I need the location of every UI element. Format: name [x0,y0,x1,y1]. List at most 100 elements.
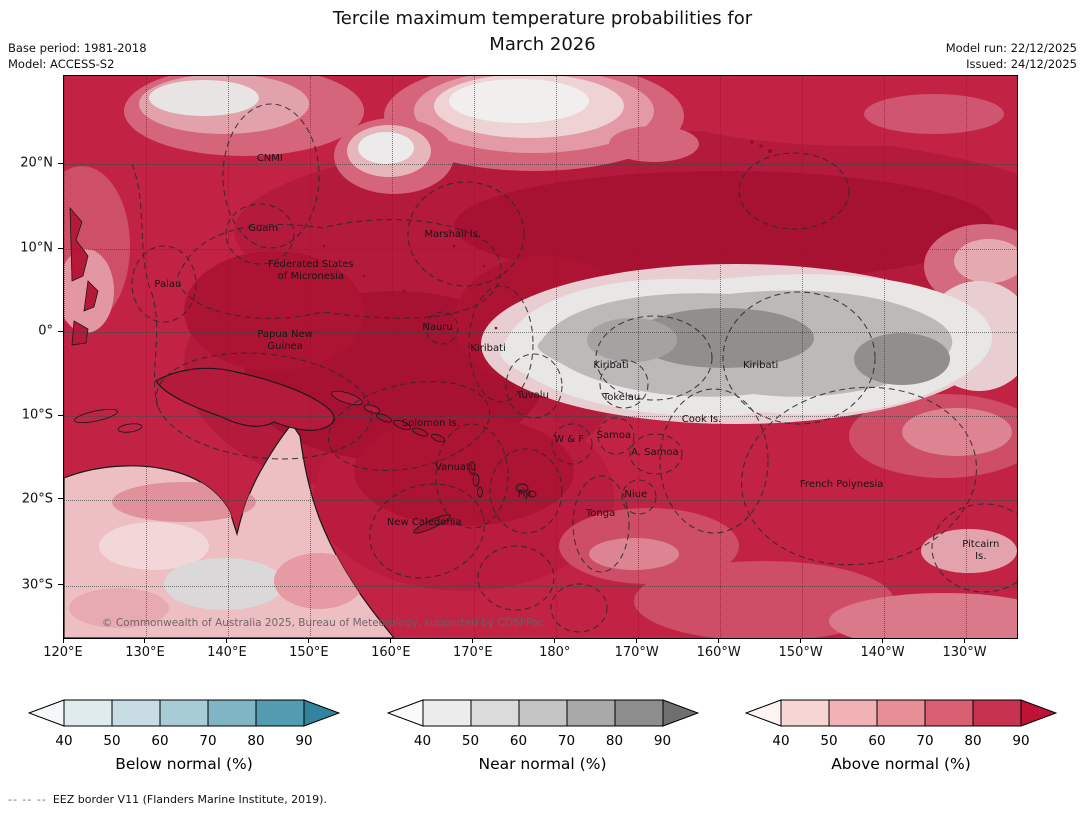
gridline-vertical [227,76,229,638]
legend-near-normal: 40 50 60 70 80 90 Near normal (%) [386,699,699,773]
legend-below-normal: 40 50 60 70 80 90 Below normal (%) [27,699,341,773]
legend-tick-row: 40 50 60 70 80 90 [745,733,1057,753]
map-label-vanuatu: Vanuatu [435,461,477,473]
page-title-line1: Tercile maximum temperature probabilitie… [332,8,753,29]
legend-tick-label: 40 [413,733,432,749]
gridline-vertical [64,76,65,638]
map-label-marshall-is-: Marshall Is. [424,229,482,241]
legend-segment [876,699,926,727]
lon-tick-mark [144,638,146,643]
gridline-vertical [473,76,475,638]
lat-tick-label: 0° [38,323,53,339]
map-label-a-samoa: A. Samoa [631,447,679,459]
map-label-tokelau: Tokelau [602,392,641,404]
model-info-right: Model run: 22/12/2025 Issued: 24/12/2025 [946,41,1077,72]
legend-tick-label: 60 [868,733,886,749]
gridline-vertical [965,76,967,638]
lon-tick-label: 130°E [125,645,165,660]
lon-tick-label: 140°W [860,645,905,660]
page-title: Tercile maximum temperature probabilitie… [0,6,1085,58]
map-overlay: CNMI Guam Marshall Is. Federated States of … [64,76,1017,638]
small-atolls [322,140,772,330]
legend-tick-label: 70 [199,733,217,749]
gridline-horizontal [64,585,1017,587]
model-info-left: Base period: 1981-2018 Model: ACCESS-S2 [8,41,147,72]
legend-right-arrow [303,699,341,727]
map-label-federated-states: Federated States of Micronesia [268,259,354,282]
map-label-cook-is-: Cook Is. [681,413,722,425]
lon-tick-label: 160°E [371,645,411,660]
map-label-solomon-is-: Solomon Is. [401,417,460,429]
legend-right-arrow [1020,699,1058,727]
legend-segment [972,699,1022,727]
lon-tick-label: 130°W [942,645,987,660]
lat-tick-label: 10°N [20,240,53,256]
lon-tick-mark [390,638,392,643]
gridline-horizontal [64,416,1017,417]
lat-tick-mark [58,498,63,500]
lon-tick-mark [882,638,884,643]
map-label-guam: Guam [248,222,279,234]
base-period-label: Base period: 1981-2018 [8,41,147,55]
lon-tick-mark [800,638,802,643]
legend-tick-row: 40 50 60 70 80 90 [28,733,340,753]
gridline-horizontal [64,164,1017,166]
map-label-kiribati: Kiribati [470,343,506,355]
gridline-vertical [555,76,557,638]
map-label-pitcairn: Pitcairn Is. [962,538,1000,562]
legend-tick-row: 40 50 60 70 80 90 [387,733,699,753]
legend-segment [111,699,161,727]
map-label-samoa: Samoa [596,429,632,441]
legend-tick-label: 70 [916,733,934,749]
near-normal-north-patches [124,76,1017,194]
lon-tick-mark [718,638,720,643]
lat-tick-mark [58,247,63,249]
legend-left-arrow [27,699,65,727]
legend-tick-label: 90 [295,733,313,749]
lon-tick-mark [308,638,310,643]
eez-footnote: -- -- -- EEZ border V11 (Flanders Marine … [8,793,327,806]
lon-tick-mark [62,638,64,643]
legend-segment [207,699,257,727]
longitude-axis: 120°E 130°E 140°E 150°E 160°E 170°E 180° 170°W 1… [43,638,1016,664]
gridline-vertical [801,76,803,638]
gridline-horizontal [64,499,1017,501]
map-label-papua-new: Papua New Guinea [257,329,313,353]
lon-tick-label: 170°E [453,645,493,660]
lon-tick-label: 140°E [207,645,247,660]
map-label-cnmi: CNMI [256,153,283,165]
legend-segment [63,699,113,727]
legend-segment [614,699,663,727]
legend-segment [780,699,830,727]
legend-segment [518,699,567,727]
legend-title-below-normal: Below normal (%) [115,755,253,773]
legend-segment [422,699,471,727]
legend-row: 40 50 60 70 80 90 Below normal (%) 40 50 60 70 80 90… [0,699,1085,773]
legend-tick-label: 60 [151,733,169,749]
lon-tick-label: 150°W [778,645,823,660]
lat-tick-label: 10°S [21,407,53,423]
map-label-palau: Palau [154,279,182,291]
lat-tick-label: 20°N [20,155,53,171]
map-label-kiribati: Kiribati [593,359,629,371]
lon-tick-label: 150°E [289,645,329,660]
lat-tick-mark [58,162,63,164]
legend-title-near-normal: Near normal (%) [478,755,607,773]
lon-tick-label: 170°W [614,645,659,660]
lat-tick-mark [58,330,63,332]
legend-segment [470,699,519,727]
map-label-fiji: Fiji [517,488,531,500]
lon-tick-mark [554,638,556,643]
legend-tick-label: 80 [247,733,265,749]
legend-left-arrow [744,699,782,727]
gridline-vertical [719,76,721,638]
lat-tick-mark [58,414,63,416]
legend-tick-label: 80 [605,733,624,749]
legend-tick-label: 90 [653,733,672,749]
gridline-vertical [145,76,147,638]
legend-left-arrow [386,699,423,727]
lon-tick-mark [472,638,474,643]
legend-segment [255,699,305,727]
map-graphic [64,76,1017,638]
